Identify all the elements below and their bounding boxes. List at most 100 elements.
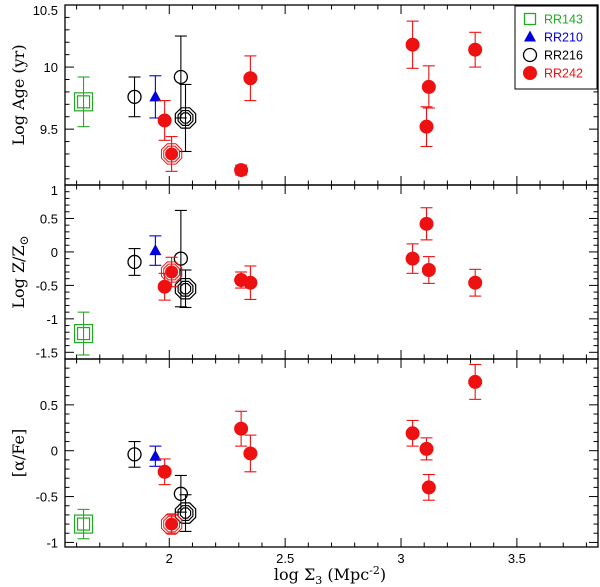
data-point-rr242	[157, 272, 172, 301]
x-axis-title-group: log Σ3 (Mpc-2)	[274, 564, 386, 587]
point-rr242-dot	[419, 441, 434, 456]
legend-rr143-marker	[523, 12, 537, 26]
data-point-rr216	[127, 248, 142, 276]
y-axis-title-text: [α/Fe]	[9, 429, 28, 477]
data-point-rr242	[405, 243, 420, 274]
point-rr242-dot	[468, 374, 483, 389]
data-point-rr242	[157, 458, 172, 486]
data-point-rr216	[127, 440, 142, 468]
panel-metallicity-frame	[64, 184, 599, 360]
point-rr143-outer-square	[73, 514, 94, 534]
point-rr143-inner-square	[76, 95, 91, 109]
legend-rr242-marker	[523, 66, 537, 80]
point-rr216-ring	[127, 447, 142, 462]
y-tick-label: 0	[51, 245, 58, 260]
y-tick-label: 9.5	[40, 122, 58, 137]
point-rr242-marker	[157, 113, 172, 128]
point-rr143-marker	[73, 92, 94, 112]
legend-rr216-marker	[522, 47, 538, 63]
point-rr242-marker	[234, 421, 249, 436]
y-tick-label: 0	[51, 444, 58, 459]
x-tick-label: 3.5	[508, 551, 526, 566]
point-rr242-dot	[421, 79, 436, 94]
point-rr216-marker	[127, 447, 142, 462]
point-rr216-middle-ring	[177, 109, 194, 126]
data-point-rr242	[243, 265, 258, 300]
point-rr216-ring	[127, 254, 142, 270]
point-rr143-outer-square	[73, 323, 94, 344]
legend-rr242-dot	[523, 66, 537, 80]
y-tick-label: 1	[51, 183, 58, 198]
point-rr242-inner-ring	[163, 145, 180, 163]
point-rr143-marker	[73, 514, 94, 534]
data-point-rr242	[243, 434, 258, 473]
panel-age: 9.5 10 10.5 Log Age (yr)	[9, 3, 599, 186]
data-point-rr242	[468, 31, 483, 68]
point-rr216-outer-ring	[174, 277, 197, 300]
data-point-rr143	[73, 76, 94, 128]
x-tick-label: 2	[166, 551, 173, 566]
legend-label: RR242	[544, 67, 583, 81]
point-rr242-dot	[165, 147, 179, 161]
point-rr242-dot	[165, 517, 179, 531]
x-axis-title: log Σ3 (Mpc-2)	[274, 564, 386, 587]
data-point-rr242	[419, 437, 434, 461]
data-point-rr242	[405, 419, 420, 447]
point-rr210-triangle	[149, 244, 162, 256]
panel-alpha: -1 -0.5 0 0.5 [α/Fe]	[9, 358, 599, 550]
point-rr143-inner-square	[76, 326, 91, 341]
data-point-rr242	[160, 136, 183, 172]
point-rr242-outer-ring	[160, 513, 183, 535]
point-rr242-dot	[421, 480, 436, 495]
point-rr242-dot	[421, 262, 436, 277]
y-tick-label: -1.5	[36, 345, 58, 360]
point-rr242-dot	[419, 119, 434, 134]
data-point-rr242	[234, 410, 249, 447]
point-rr242-marker	[234, 163, 249, 178]
legend-item-rr242: RR242	[523, 66, 583, 81]
x-axis-title-post: (Mpc	[322, 565, 369, 584]
point-rr242-dot	[405, 37, 420, 52]
legend-rr210-triangle	[524, 30, 536, 42]
point-rr242-marker	[421, 262, 436, 277]
y-tick-label: -1	[46, 312, 58, 327]
point-rr216-marker	[174, 107, 197, 129]
point-rr242-marker	[405, 251, 420, 266]
data-point-rr210	[149, 75, 162, 119]
data-point-rr216	[173, 474, 189, 513]
panel-alpha-frame	[64, 358, 599, 548]
data-point-rr210	[149, 445, 162, 467]
data-point-rr242	[419, 106, 434, 148]
point-rr242-dot	[468, 42, 483, 57]
point-rr242-marker	[419, 441, 434, 456]
point-rr216-marker	[127, 89, 142, 105]
data-point-rr242	[421, 474, 436, 501]
y-axis-title-text: Log Z/Z	[9, 245, 28, 308]
point-rr242-marker	[160, 261, 183, 283]
y-tick-label: 0.5	[40, 211, 58, 226]
point-rr242-dot	[157, 113, 172, 128]
point-rr216-inner-ring	[179, 112, 192, 124]
point-rr216-middle-ring	[177, 280, 194, 297]
y-tick-label: -0.5	[36, 278, 58, 293]
point-rr242-outer-ring	[160, 261, 183, 283]
legend-rr216-ring	[522, 47, 538, 63]
data-point-rr143	[73, 311, 94, 356]
point-rr242-marker	[468, 374, 483, 389]
x-tick-labels: 2 2.5 3 3.5	[166, 551, 526, 566]
point-rr242-dot	[165, 265, 179, 279]
point-rr242-marker	[419, 216, 434, 231]
point-rr242-marker	[243, 275, 258, 290]
y-axis-title-text: Log Age (yr)	[9, 44, 28, 145]
point-rr242-dot	[468, 275, 483, 290]
data-point-rr242	[160, 256, 183, 288]
point-rr242-marker	[405, 37, 420, 52]
point-rr210-marker	[149, 244, 162, 256]
x-axis-title-sup: -2	[369, 564, 380, 577]
legend-label: RR143	[544, 13, 583, 27]
legend-item-rr143: RR143	[523, 12, 583, 27]
point-rr242-dot	[157, 464, 172, 479]
point-rr242-inner-ring	[163, 263, 180, 281]
point-rr216-ring	[173, 251, 189, 266]
